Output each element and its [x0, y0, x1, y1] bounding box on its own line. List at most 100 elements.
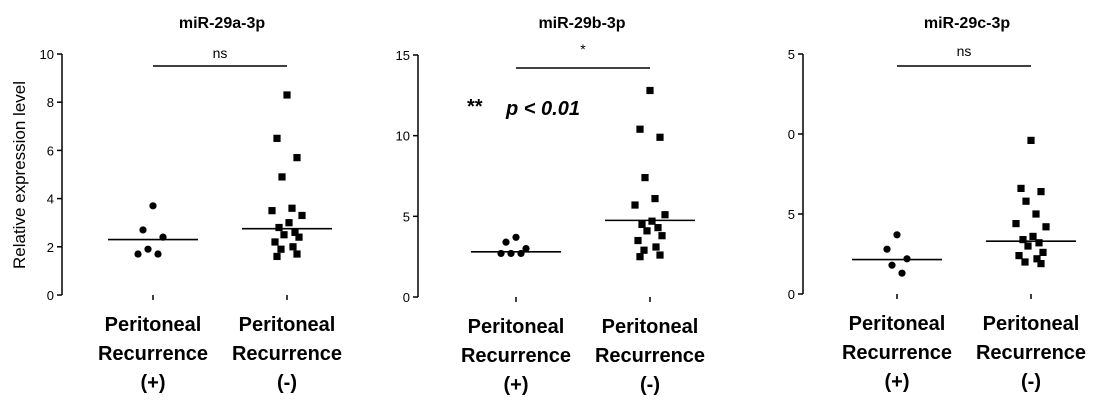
data-point	[903, 255, 911, 263]
data-point	[1024, 242, 1032, 250]
y-tick-label: 5	[403, 209, 410, 224]
y-axis-label: Relative expression level	[10, 81, 29, 269]
data-point	[1037, 188, 1045, 196]
data-point	[517, 249, 525, 258]
data-point	[893, 231, 901, 239]
x-category-label: Peritoneal	[849, 313, 946, 335]
data-point	[275, 223, 283, 232]
data-point	[271, 238, 279, 246]
data-point	[661, 211, 669, 219]
data-point	[512, 233, 520, 241]
x-category-label: Recurrence	[232, 343, 342, 365]
x-category-label: Peritoneal	[468, 316, 565, 338]
chart-panel-2: miR-29b-3p 0 5 10 15 Peritoneal Recurrence (+) P…	[396, 15, 706, 396]
data-point	[149, 202, 157, 210]
data-point	[277, 245, 285, 253]
annotation-text: p < 0.01	[505, 98, 580, 120]
data-point	[268, 207, 276, 215]
data-point	[631, 201, 639, 209]
data-point	[497, 249, 505, 258]
significance-label: ns	[957, 43, 972, 59]
data-point	[1035, 239, 1043, 247]
data-point	[1029, 232, 1037, 240]
data-point	[278, 173, 286, 181]
data-point	[651, 194, 659, 203]
x-category-label: (-)	[277, 372, 297, 394]
data-point	[1017, 184, 1025, 192]
y-tick-label: 6	[47, 143, 54, 158]
data-point	[502, 238, 510, 246]
y-tick-label: 0	[47, 288, 54, 303]
x-category-label: (-)	[1021, 371, 1041, 393]
x-category-label: (+)	[885, 371, 910, 393]
data-point	[1032, 210, 1040, 218]
data-point	[1039, 248, 1047, 256]
data-point	[288, 204, 296, 212]
data-point	[1027, 136, 1035, 144]
data-point	[1012, 220, 1020, 228]
data-point	[648, 217, 656, 225]
y-tick-label: 0	[788, 287, 795, 302]
significance-label: ns	[213, 45, 228, 61]
x-category-label: (+)	[141, 372, 166, 394]
x-category-label: Peritoneal	[105, 314, 202, 336]
data-point	[883, 245, 891, 253]
y-tick-label: 10	[396, 129, 410, 144]
data-point	[636, 253, 644, 261]
data-point	[280, 231, 288, 239]
data-point	[658, 232, 666, 240]
y-tick-label: 10	[40, 47, 54, 62]
data-point	[273, 252, 281, 261]
x-category-label: Peritoneal	[239, 314, 336, 336]
data-point	[154, 250, 162, 258]
y-tick-label: 8	[47, 95, 54, 110]
data-point	[656, 251, 664, 259]
annotation-stars: **	[466, 96, 483, 118]
data-point	[1019, 236, 1027, 244]
y-tick-label: 15	[396, 48, 410, 63]
y-tick-label: 5	[788, 207, 795, 222]
x-category-label: Peritoneal	[983, 313, 1080, 335]
data-point	[656, 133, 664, 141]
x-category-label: (+)	[504, 374, 529, 396]
data-point	[1021, 258, 1029, 266]
x-category-label: Recurrence	[976, 342, 1086, 364]
x-category-label: Recurrence	[461, 345, 571, 367]
data-point	[285, 219, 293, 227]
x-category-label: Peritoneal	[602, 316, 699, 338]
data-point	[646, 86, 654, 95]
y-tick-label: 5	[788, 47, 795, 62]
chart-title: miR-29c-3p	[924, 15, 1010, 32]
data-point	[139, 226, 147, 234]
chart-panel-1: miR-29a-3p 0 2 4 6 8 10 Relative expression lev…	[10, 15, 342, 394]
data-point	[144, 245, 152, 253]
data-point	[1033, 255, 1041, 263]
data-point	[654, 224, 662, 232]
chart-title: miR-29b-3p	[538, 15, 625, 32]
data-point	[888, 261, 896, 269]
data-point	[1015, 252, 1023, 260]
data-point	[507, 249, 515, 258]
data-point	[1037, 260, 1045, 268]
significance-label: *	[580, 41, 586, 57]
data-point	[295, 233, 303, 241]
data-point	[289, 243, 297, 251]
x-category-label: Recurrence	[595, 345, 705, 367]
x-category-label: (-)	[640, 374, 660, 396]
x-category-label: Recurrence	[842, 342, 952, 364]
data-point	[640, 246, 648, 254]
y-tick-label: 4	[47, 192, 54, 207]
data-point	[643, 227, 651, 235]
data-point	[636, 125, 644, 133]
data-point	[652, 243, 660, 251]
data-point	[634, 236, 642, 245]
data-point	[522, 245, 530, 253]
data-point	[293, 154, 301, 162]
x-category-label: Recurrence	[98, 343, 208, 365]
data-point	[134, 250, 142, 258]
data-point	[638, 220, 646, 228]
data-point	[291, 228, 299, 236]
data-point	[293, 250, 301, 258]
data-point	[641, 174, 649, 182]
